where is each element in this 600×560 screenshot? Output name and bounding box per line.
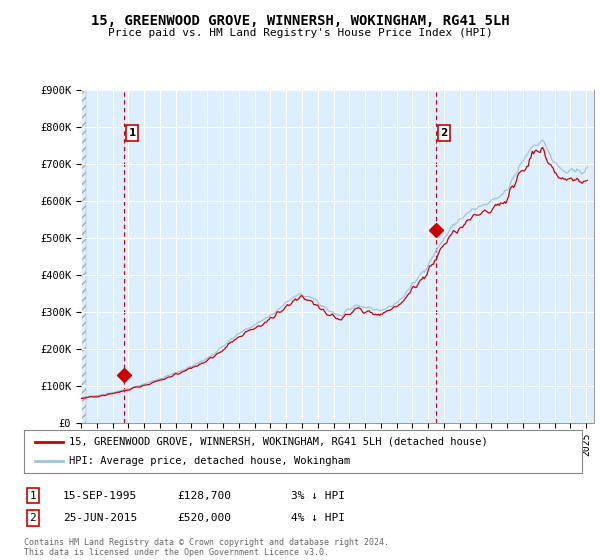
Text: 2: 2 bbox=[440, 128, 448, 138]
Text: 15, GREENWOOD GROVE, WINNERSH, WOKINGHAM, RG41 5LH (detached house): 15, GREENWOOD GROVE, WINNERSH, WOKINGHAM… bbox=[68, 437, 487, 447]
Text: 4% ↓ HPI: 4% ↓ HPI bbox=[291, 513, 345, 523]
Text: 3% ↓ HPI: 3% ↓ HPI bbox=[291, 491, 345, 501]
Text: 1: 1 bbox=[128, 128, 136, 138]
Text: 2: 2 bbox=[29, 513, 37, 523]
Text: 25-JUN-2015: 25-JUN-2015 bbox=[63, 513, 137, 523]
Text: Contains HM Land Registry data © Crown copyright and database right 2024.
This d: Contains HM Land Registry data © Crown c… bbox=[24, 538, 389, 557]
Text: 15-SEP-1995: 15-SEP-1995 bbox=[63, 491, 137, 501]
Text: 1: 1 bbox=[29, 491, 37, 501]
Text: £520,000: £520,000 bbox=[177, 513, 231, 523]
Text: 15, GREENWOOD GROVE, WINNERSH, WOKINGHAM, RG41 5LH: 15, GREENWOOD GROVE, WINNERSH, WOKINGHAM… bbox=[91, 14, 509, 28]
Text: £128,700: £128,700 bbox=[177, 491, 231, 501]
Text: HPI: Average price, detached house, Wokingham: HPI: Average price, detached house, Woki… bbox=[68, 456, 350, 466]
Text: Price paid vs. HM Land Registry's House Price Index (HPI): Price paid vs. HM Land Registry's House … bbox=[107, 28, 493, 38]
